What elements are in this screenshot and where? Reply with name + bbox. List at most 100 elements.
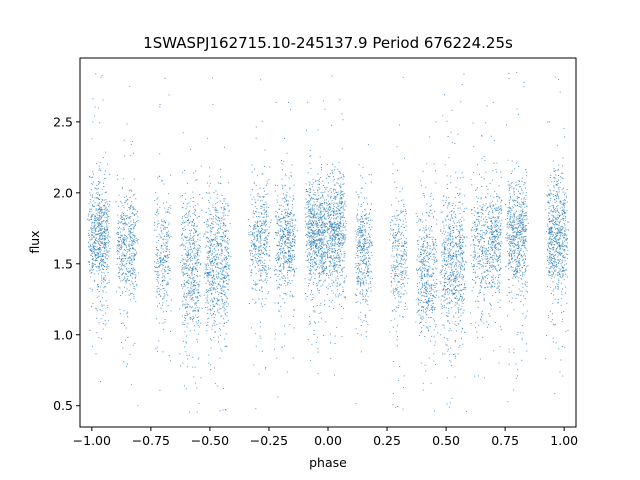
data-point [136, 211, 138, 212]
data-point [285, 201, 287, 202]
data-point [263, 187, 265, 189]
data-point [311, 184, 313, 185]
data-point [336, 257, 338, 259]
data-point [131, 232, 133, 234]
data-point [310, 199, 312, 201]
data-point [184, 236, 186, 238]
data-point [169, 270, 171, 271]
data-point [368, 213, 370, 215]
data-point [222, 240, 223, 242]
data-point [261, 305, 263, 307]
data-point [344, 202, 346, 204]
data-point [91, 229, 93, 231]
data-point [316, 240, 318, 242]
data-point [181, 260, 183, 262]
data-point [100, 216, 102, 218]
data-point [195, 230, 197, 232]
data-point [304, 220, 306, 222]
data-point [248, 232, 250, 233]
data-point [207, 273, 208, 274]
data-point [167, 235, 169, 237]
data-point [89, 234, 91, 236]
data-point [344, 209, 346, 211]
data-point [322, 206, 324, 208]
data-point [157, 277, 159, 278]
data-point [324, 226, 326, 228]
data-point [360, 293, 362, 295]
data-point [164, 275, 165, 277]
data-point [318, 280, 320, 282]
data-point [283, 231, 285, 233]
data-point [334, 183, 336, 185]
data-point [195, 209, 196, 211]
data-point [255, 240, 257, 242]
data-point [279, 204, 281, 206]
data-point [366, 290, 367, 292]
data-point [162, 302, 164, 304]
data-point [156, 211, 158, 213]
data-point [277, 253, 279, 255]
data-point [368, 254, 369, 256]
data-point [135, 238, 137, 240]
data-point [266, 234, 268, 236]
data-point [275, 210, 277, 212]
data-point [317, 290, 319, 292]
data-point [335, 197, 336, 199]
data-point [167, 254, 169, 256]
data-point [326, 240, 328, 242]
data-point [366, 262, 367, 264]
data-point [291, 250, 293, 251]
data-point [366, 252, 368, 254]
data-point [312, 224, 314, 226]
data-point [192, 237, 194, 239]
data-point [220, 292, 222, 294]
data-point [217, 266, 218, 268]
data-point [252, 212, 254, 214]
data-point [97, 221, 99, 223]
data-point [124, 324, 125, 326]
data-point [89, 264, 90, 265]
data-point [102, 255, 104, 257]
data-point [289, 242, 291, 244]
data-point [364, 255, 366, 256]
data-point [190, 287, 191, 289]
data-point [126, 200, 128, 202]
data-point [325, 266, 327, 268]
data-point [261, 230, 262, 232]
data-point [274, 190, 276, 192]
data-point [291, 260, 293, 261]
data-point [125, 281, 127, 283]
data-point [205, 268, 207, 270]
data-point [334, 270, 336, 272]
data-point [192, 224, 194, 226]
data-point [190, 299, 192, 300]
data-point [169, 278, 171, 280]
data-point [123, 227, 125, 229]
data-point [220, 278, 222, 280]
data-point [332, 238, 333, 240]
data-point [345, 297, 346, 299]
data-point [133, 213, 135, 215]
data-point [321, 219, 323, 221]
data-point [137, 239, 139, 240]
data-point [311, 265, 313, 267]
data-point [93, 227, 95, 229]
data-point [120, 260, 122, 262]
data-point [215, 238, 217, 240]
data-point [360, 311, 362, 313]
data-point [102, 232, 104, 234]
data-point [134, 214, 136, 216]
data-point [185, 282, 187, 284]
data-point [197, 251, 199, 253]
data-point [280, 270, 282, 272]
data-point [210, 313, 211, 315]
data-point [330, 227, 332, 229]
data-point [277, 303, 279, 305]
data-point [342, 227, 344, 229]
data-point [210, 243, 212, 245]
data-point [100, 253, 102, 255]
data-point [125, 267, 127, 269]
data-point [128, 245, 130, 247]
data-point [317, 249, 319, 251]
data-point [308, 273, 310, 275]
